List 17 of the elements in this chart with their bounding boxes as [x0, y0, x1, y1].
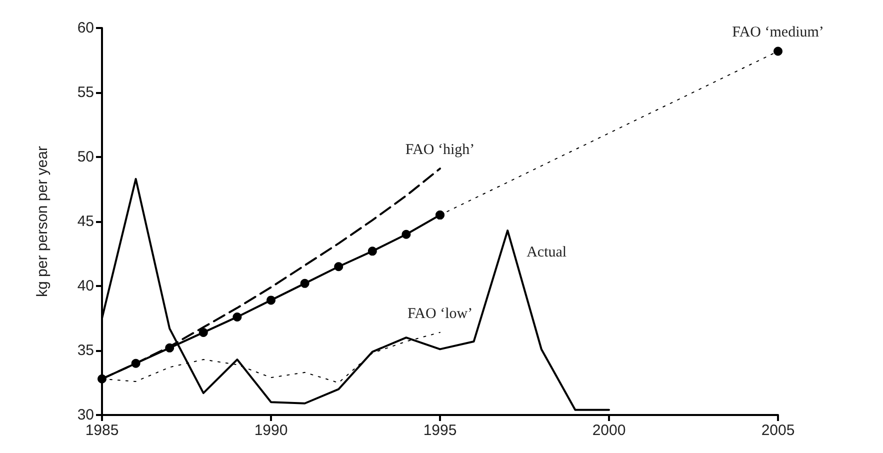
y-tick-label: 40 [77, 278, 94, 294]
x-tick-label: 2005 [761, 422, 795, 439]
x-tick-label: 2000 [592, 422, 626, 439]
y-tick-label: 60 [77, 20, 94, 36]
x-tick-label: 1985 [85, 422, 119, 439]
series-label: FAO ‘high’ [405, 142, 475, 158]
y-tick-label: 50 [77, 148, 94, 166]
x-tick-label: 1990 [254, 422, 288, 439]
x-tick-label: 1995 [423, 422, 457, 439]
y-tick-label: 55 [77, 84, 94, 101]
series-label: FAO ‘low’ [407, 306, 473, 322]
y-axis-title: kg per person per year [34, 146, 51, 297]
series-label: Actual [526, 244, 567, 261]
y-tick-label: 45 [77, 213, 94, 230]
series-label: FAO ‘medium’ [732, 24, 824, 41]
y-tick-label: 30 [77, 406, 94, 424]
y-tick-label: 35 [77, 342, 94, 359]
